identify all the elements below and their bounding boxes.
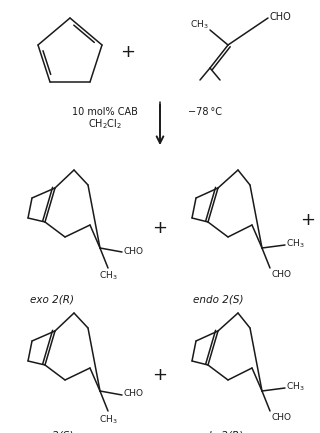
Text: CH$_3$: CH$_3$: [99, 270, 117, 282]
Text: exo 2(S): exo 2(S): [30, 430, 74, 433]
Text: CHO: CHO: [271, 270, 291, 279]
Text: +: +: [121, 43, 135, 61]
Text: CH$_3$: CH$_3$: [99, 413, 117, 426]
Text: +: +: [153, 366, 167, 384]
Text: +: +: [300, 211, 316, 229]
Text: CH$_3$: CH$_3$: [190, 19, 209, 31]
Text: CHO: CHO: [269, 12, 291, 22]
Text: +: +: [153, 219, 167, 237]
Text: CHO: CHO: [123, 390, 143, 398]
Text: CH$_2$Cl$_2$: CH$_2$Cl$_2$: [88, 117, 122, 131]
Text: CHO: CHO: [271, 413, 291, 422]
Text: exo 2(R): exo 2(R): [30, 295, 74, 305]
Text: CHO: CHO: [123, 246, 143, 255]
Text: 10 mol% CAB: 10 mol% CAB: [72, 107, 138, 117]
Text: CH$_3$: CH$_3$: [286, 238, 305, 250]
Text: endo 2(R): endo 2(R): [192, 430, 244, 433]
Text: endo 2(S): endo 2(S): [193, 295, 243, 305]
Text: CH$_3$: CH$_3$: [286, 381, 305, 393]
Text: −78 °C: −78 °C: [188, 107, 222, 117]
